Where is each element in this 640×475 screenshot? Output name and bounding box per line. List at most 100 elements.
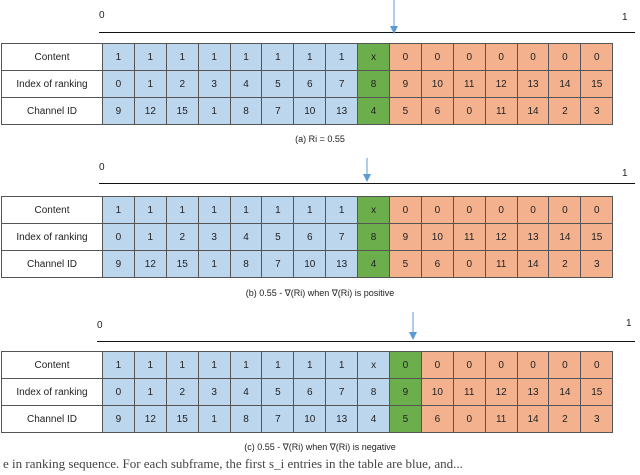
index-cell: 7: [325, 70, 359, 98]
index-cell: 7: [325, 223, 359, 251]
index-cell: 2: [165, 223, 199, 251]
content-cell: 0: [389, 43, 422, 71]
index-cell: 6: [293, 70, 327, 98]
index-cell: 10: [420, 223, 454, 251]
index-cell: 9: [389, 378, 422, 406]
index-cell: 13: [516, 223, 550, 251]
caption-b: (b) 0.55 - ∇(Ri) when ∇(Ri) is positive: [245, 288, 395, 298]
row-label-content: Content: [1, 351, 103, 379]
content-cell: 1: [325, 196, 359, 224]
index-row: Index of ranking 0 1 2 3 4 5 6 7 8 9 10 11 12 13 14 15: [1, 378, 614, 406]
row-label-index: Index of ranking: [1, 378, 103, 406]
channel-cell: 8: [229, 97, 263, 125]
channel-cell: 1: [197, 405, 231, 433]
content-cell: 0: [516, 43, 550, 71]
channel-cell: 11: [484, 250, 518, 278]
channel-cell: 11: [484, 405, 518, 433]
index-cell: 0: [102, 378, 135, 406]
channel-cell: 6: [420, 97, 454, 125]
content-cell: 1: [261, 43, 295, 71]
channel-cell: 4: [357, 250, 391, 278]
channel-cell: 15: [165, 405, 199, 433]
scale-start-label: 0: [99, 162, 105, 173]
content-cell: 1: [197, 43, 231, 71]
index-cell: 0: [102, 70, 135, 98]
content-cell: 1: [133, 351, 167, 379]
index-cell: 7: [325, 378, 359, 406]
index-cell: 14: [548, 378, 582, 406]
index-cell: 15: [580, 223, 614, 251]
content-cell: 0: [548, 351, 582, 379]
channel-cell: 4: [357, 405, 391, 433]
channel-cell: 7: [261, 405, 295, 433]
content-cell: 1: [197, 351, 231, 379]
index-cell: 1: [133, 223, 167, 251]
index-cell: 1: [133, 70, 167, 98]
content-cell: 0: [420, 43, 454, 71]
channel-cell: 7: [261, 97, 295, 125]
index-cell: 4: [229, 223, 263, 251]
index-cell: 8: [357, 223, 391, 251]
row-label-content: Content: [1, 43, 103, 71]
channel-cell: 10: [293, 250, 327, 278]
content-cell: 1: [293, 351, 327, 379]
content-cell: 1: [133, 196, 167, 224]
content-cell: 0: [452, 196, 486, 224]
index-cell: 4: [229, 70, 263, 98]
content-cell: 0: [548, 43, 582, 71]
channel-cell: 5: [389, 97, 422, 125]
channel-cell: 8: [229, 405, 263, 433]
row-label-channel: Channel ID: [1, 405, 103, 433]
content-cell: 0: [389, 351, 422, 379]
content-cell: 0: [484, 196, 518, 224]
content-cell: 1: [325, 43, 359, 71]
channel-cell: 14: [516, 97, 550, 125]
content-cell: 1: [133, 43, 167, 71]
content-cell: 0: [580, 196, 614, 224]
channel-cell: 14: [516, 405, 550, 433]
content-cell: 0: [580, 351, 614, 379]
scale-start-label: 0: [99, 10, 105, 21]
channel-cell: 13: [325, 405, 359, 433]
content-cell: 1: [102, 351, 135, 379]
marker-arrow-c: [408, 312, 417, 340]
channel-cell: 12: [133, 97, 167, 125]
index-cell: 10: [420, 70, 454, 98]
caption-c: (c) 0.55 - ∇(Ri) when ∇(Ri) is negative: [244, 442, 396, 452]
channel-cell: 10: [293, 405, 327, 433]
index-cell: 9: [389, 223, 422, 251]
content-cell: 1: [293, 43, 327, 71]
scale-end-label: 1: [622, 168, 628, 179]
index-cell: 5: [261, 223, 295, 251]
index-cell: 11: [452, 378, 486, 406]
index-cell: 15: [580, 378, 614, 406]
content-cell: 0: [580, 43, 614, 71]
channel-cell: 0: [452, 250, 486, 278]
channel-cell: 3: [580, 250, 614, 278]
body-text-fragment: e in ranking sequence. For each subframe…: [3, 456, 463, 471]
channel-cell: 2: [548, 97, 582, 125]
scale-line: [99, 32, 635, 33]
index-cell: 5: [261, 378, 295, 406]
index-cell: 1: [133, 378, 167, 406]
index-row: Index of ranking 0 1 2 3 4 5 6 7 8 9 10 11 12 13 14 15: [1, 70, 614, 98]
content-cell: 1: [165, 196, 199, 224]
scale-line: [97, 341, 635, 342]
index-cell: 6: [293, 378, 327, 406]
content-cell: 0: [452, 351, 486, 379]
content-cell: 1: [261, 196, 295, 224]
channel-cell: 14: [516, 250, 550, 278]
row-label-channel: Channel ID: [1, 97, 103, 125]
channel-cell: 8: [229, 250, 263, 278]
index-cell: 3: [197, 378, 231, 406]
index-cell: 15: [580, 70, 614, 98]
index-cell: 5: [261, 70, 295, 98]
index-row: Index of ranking 0 1 2 3 4 5 6 7 8 9 10 11 12 13 14 15: [1, 223, 614, 251]
scale-end-label: 1: [626, 318, 632, 329]
content-cell: 1: [102, 196, 135, 224]
channel-cell: 0: [452, 405, 486, 433]
